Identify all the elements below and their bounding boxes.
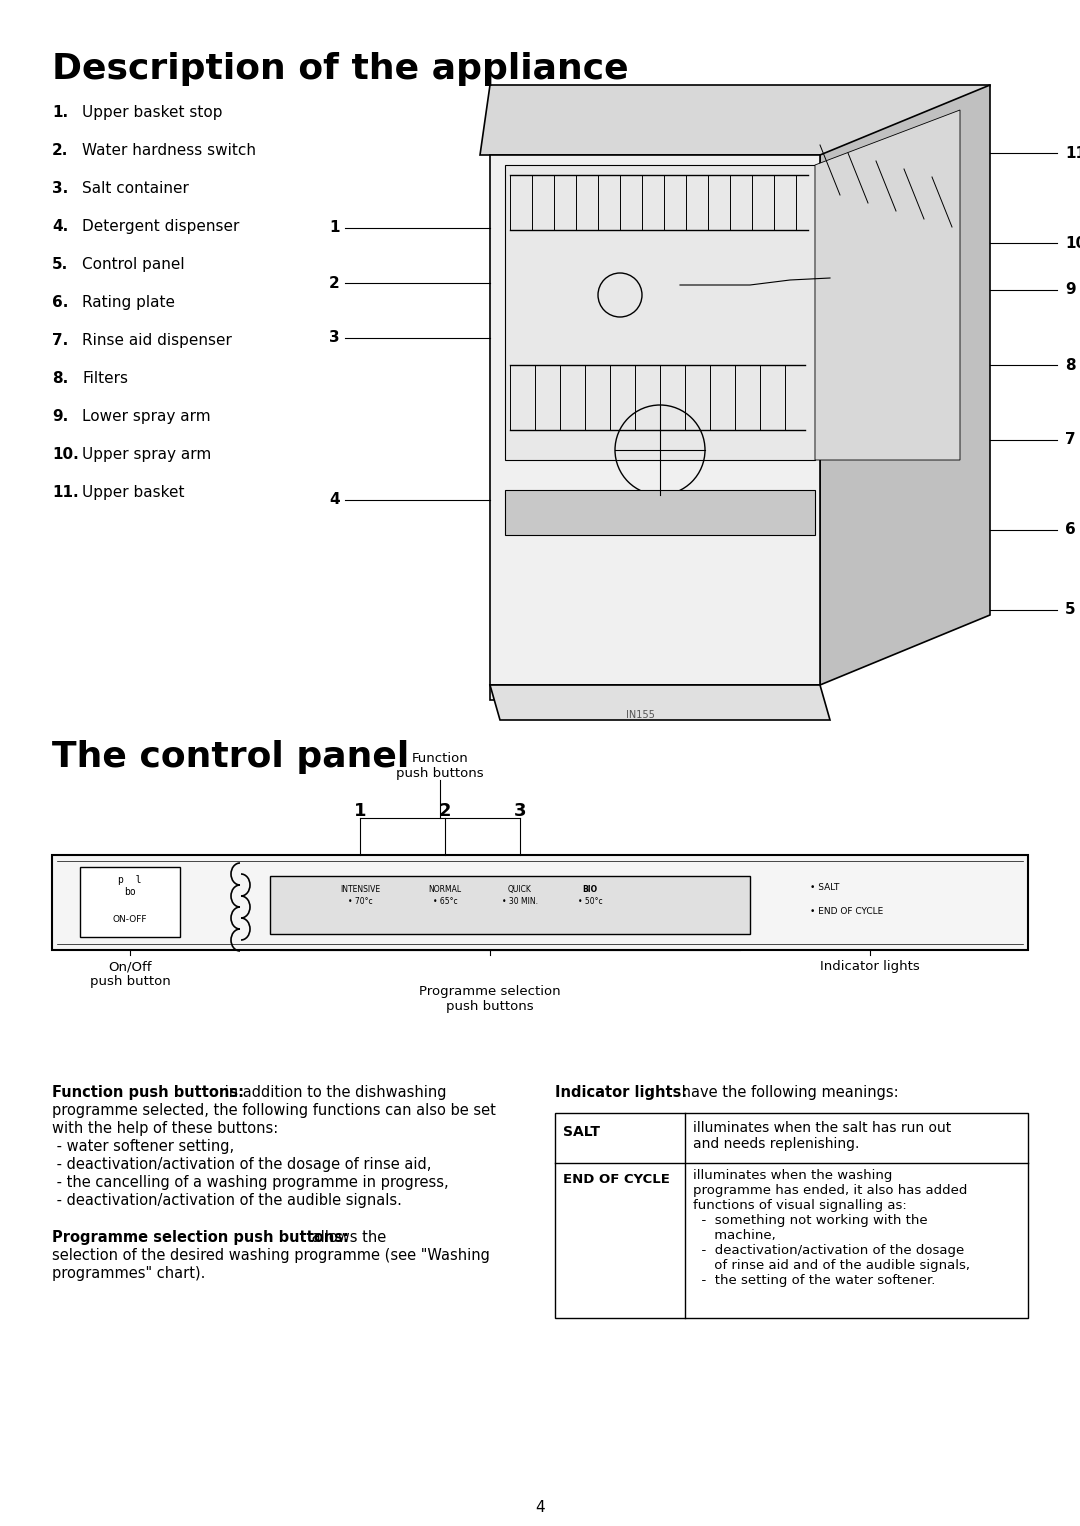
Text: Lower spray arm: Lower spray arm [82, 409, 211, 424]
Polygon shape [820, 85, 990, 685]
Text: illuminates when the washing
programme has ended, it also has added
functions of: illuminates when the washing programme h… [693, 1169, 970, 1286]
Text: 8.: 8. [52, 371, 68, 386]
Text: 11: 11 [1065, 145, 1080, 160]
Text: • 50°c: • 50°c [578, 897, 603, 906]
Text: Programme selection
push buttons: Programme selection push buttons [419, 984, 561, 1013]
Polygon shape [480, 85, 990, 156]
Text: 6: 6 [1065, 522, 1076, 537]
Text: 9.: 9. [52, 409, 68, 424]
Bar [555, 1112, 1028, 1318]
Bar [52, 855, 1028, 951]
Text: - water softener setting,: - water softener setting, [52, 1138, 234, 1154]
Text: 1: 1 [354, 803, 366, 819]
Polygon shape [505, 165, 815, 459]
Bar [80, 867, 180, 937]
Text: INTENSIVE: INTENSIVE [340, 885, 380, 894]
Text: QUICK: QUICK [508, 885, 532, 894]
Polygon shape [490, 156, 820, 685]
Text: The control panel: The control panel [52, 740, 409, 774]
Text: • 70°c: • 70°c [348, 897, 373, 906]
Text: • END OF CYCLE: • END OF CYCLE [810, 906, 883, 916]
Text: SALT: SALT [563, 1125, 600, 1138]
Text: Indicator lights:: Indicator lights: [555, 1085, 687, 1100]
Text: 3.: 3. [52, 182, 68, 195]
Text: have the following meanings:: have the following meanings: [677, 1085, 899, 1100]
Text: Salt container: Salt container [82, 182, 189, 195]
Text: Indicator lights: Indicator lights [820, 960, 920, 974]
Text: 1: 1 [329, 220, 340, 235]
Text: programme selected, the following functions can also be set: programme selected, the following functi… [52, 1103, 496, 1119]
Text: 4.: 4. [52, 220, 68, 233]
Text: END OF CYCLE: END OF CYCLE [563, 1173, 670, 1186]
Text: 2: 2 [329, 276, 340, 290]
Text: 3: 3 [514, 803, 526, 819]
Text: Function
push buttons: Function push buttons [396, 752, 484, 780]
Text: 10: 10 [1065, 235, 1080, 250]
Text: Upper basket: Upper basket [82, 485, 185, 501]
Text: 11.: 11. [52, 485, 79, 501]
Text: Control panel: Control panel [82, 256, 185, 272]
Text: • 30 MIN.: • 30 MIN. [502, 897, 538, 906]
Text: BIO: BIO [582, 885, 597, 894]
Text: NORMAL: NORMAL [429, 885, 461, 894]
Text: Rating plate: Rating plate [82, 295, 175, 310]
Text: selection of the desired washing programme (see "Washing: selection of the desired washing program… [52, 1248, 490, 1264]
Text: Description of the appliance: Description of the appliance [52, 52, 629, 85]
Text: Detergent dispenser: Detergent dispenser [82, 220, 240, 233]
Text: 8: 8 [1065, 357, 1076, 372]
Text: bo: bo [124, 887, 136, 897]
Text: 5: 5 [1065, 603, 1076, 618]
Text: 7.: 7. [52, 333, 68, 348]
Text: 3: 3 [329, 331, 340, 345]
Text: 10.: 10. [52, 447, 79, 462]
Text: programmes" chart).: programmes" chart). [52, 1267, 205, 1280]
Text: On/Off
push button: On/Off push button [90, 960, 171, 987]
Polygon shape [490, 685, 820, 700]
Text: IN155: IN155 [625, 710, 654, 720]
Text: Rinse aid dispenser: Rinse aid dispenser [82, 333, 232, 348]
Text: Upper basket stop: Upper basket stop [82, 105, 222, 121]
Text: Function push buttons:: Function push buttons: [52, 1085, 244, 1100]
Text: - deactivation/activation of the dosage of rinse aid,: - deactivation/activation of the dosage … [52, 1157, 431, 1172]
Text: 2.: 2. [52, 143, 68, 159]
Text: - the cancelling of a washing programme in progress,: - the cancelling of a washing programme … [52, 1175, 448, 1190]
Text: with the help of these buttons:: with the help of these buttons: [52, 1122, 279, 1135]
Text: 7: 7 [1065, 432, 1076, 447]
Text: - deactivation/activation of the audible signals.: - deactivation/activation of the audible… [52, 1193, 402, 1209]
Text: allows the: allows the [307, 1230, 387, 1245]
Text: 5.: 5. [52, 256, 68, 272]
Text: p  l: p l [118, 874, 141, 885]
Text: ON-OFF: ON-OFF [112, 916, 147, 925]
Text: 4: 4 [329, 493, 340, 508]
Polygon shape [505, 490, 815, 536]
Text: illuminates when the salt has run out
and needs replenishing.: illuminates when the salt has run out an… [693, 1122, 951, 1151]
Text: • SALT: • SALT [810, 884, 839, 893]
Text: Water hardness switch: Water hardness switch [82, 143, 256, 159]
Polygon shape [815, 110, 960, 459]
Text: Filters: Filters [82, 371, 129, 386]
Text: 9: 9 [1065, 282, 1076, 298]
Text: in addition to the dishwashing: in addition to the dishwashing [220, 1085, 446, 1100]
Text: Programme selection push buttons:: Programme selection push buttons: [52, 1230, 349, 1245]
Text: 1.: 1. [52, 105, 68, 121]
Text: • 65°c: • 65°c [433, 897, 457, 906]
Text: 4: 4 [536, 1500, 544, 1515]
Bar [270, 876, 750, 934]
Text: 2: 2 [438, 803, 451, 819]
Polygon shape [490, 685, 831, 720]
Text: Upper spray arm: Upper spray arm [82, 447, 212, 462]
Text: 6.: 6. [52, 295, 68, 310]
